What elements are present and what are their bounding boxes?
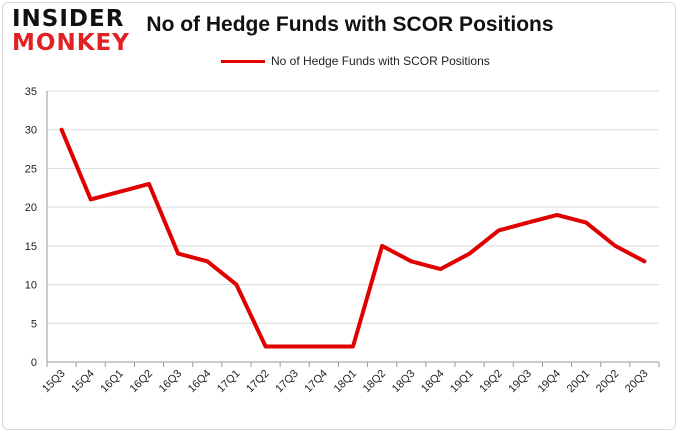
x-tick-label: 18Q2	[361, 368, 389, 396]
logo-line-2: MONKEY	[12, 30, 130, 56]
data-point	[526, 221, 530, 225]
y-tick-label: 15	[25, 241, 37, 253]
x-tick-label: 16Q3	[157, 368, 185, 396]
data-point	[380, 244, 384, 248]
legend-label: No of Hedge Funds with SCOR Positions	[271, 54, 490, 68]
logo-line-1: INSIDER	[12, 6, 125, 32]
data-point	[613, 244, 617, 248]
x-tick-label: 19Q3	[506, 368, 534, 396]
chart-title: No of Hedge Funds with SCOR Positions	[146, 13, 554, 36]
series-layer	[59, 127, 647, 349]
x-tick-label: 17Q1	[215, 368, 243, 396]
data-point	[642, 259, 646, 263]
insider-monkey-logo: INSIDER MONKEY	[12, 8, 130, 55]
x-tick-label: 17Q2	[244, 368, 272, 396]
data-point	[176, 252, 180, 256]
data-point	[118, 190, 122, 194]
y-tick-label: 30	[25, 125, 37, 137]
x-tick-label: 16Q2	[128, 368, 156, 396]
data-point	[322, 345, 326, 349]
data-point	[89, 197, 93, 201]
y-tick-label: 25	[25, 163, 37, 175]
data-point	[468, 252, 472, 256]
x-tick-label: 18Q1	[332, 368, 360, 396]
data-point	[409, 259, 413, 263]
x-tick-label: 15Q3	[40, 368, 68, 396]
x-tick-label: 18Q3	[390, 368, 418, 396]
y-tick-label: 10	[25, 280, 37, 292]
y-tick-label: 5	[31, 318, 37, 330]
data-point	[497, 228, 501, 232]
x-tick-label: 15Q4	[69, 368, 97, 396]
y-tick-label: 35	[25, 86, 37, 98]
data-point	[147, 182, 151, 186]
data-point	[60, 128, 64, 132]
data-point	[438, 267, 442, 271]
y-tick-label: 0	[31, 357, 37, 369]
data-point	[293, 345, 297, 349]
x-tick-label: 17Q4	[302, 368, 330, 396]
data-point	[555, 213, 559, 217]
legend-swatch	[221, 59, 265, 63]
x-tick-label: 19Q1	[448, 368, 476, 396]
x-tick-label: 19Q2	[477, 368, 505, 396]
x-tick-label: 20Q2	[594, 368, 622, 396]
x-tick-label: 17Q3	[273, 368, 301, 396]
chart-legend: No of Hedge Funds with SCOR Positions	[221, 54, 490, 68]
x-tick-label: 16Q4	[186, 368, 214, 396]
x-tick-label: 18Q4	[419, 368, 447, 396]
y-tick-label: 20	[25, 202, 37, 214]
data-point	[264, 345, 268, 349]
data-point	[584, 221, 588, 225]
x-tick-label: 16Q1	[98, 368, 126, 396]
data-point	[205, 259, 209, 263]
x-tick-label: 20Q3	[623, 368, 651, 396]
y-axis-ticks: 0 5 10 15 20 25 30 35	[25, 86, 37, 369]
series-line	[59, 127, 647, 349]
x-axis-ticks: 15Q3 15Q4 16Q1 16Q2 16Q3 16Q4 17Q1 17Q2 17Q3 17Q4…	[40, 362, 660, 396]
x-tick-label: 20Q1	[565, 368, 593, 396]
data-point	[351, 345, 355, 349]
gridlines	[46, 90, 659, 363]
data-point	[234, 283, 238, 287]
x-tick-label: 19Q4	[536, 368, 564, 396]
